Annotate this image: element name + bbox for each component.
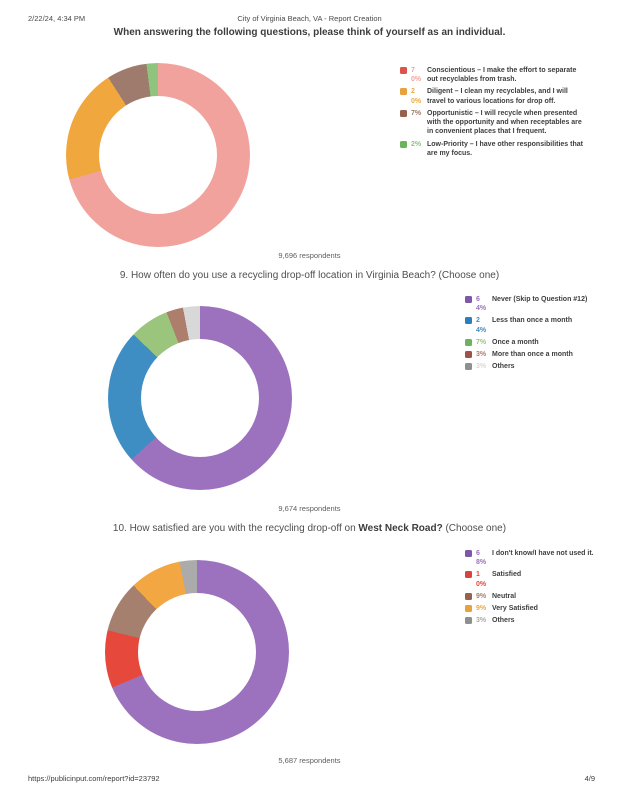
legend-percent: 64% xyxy=(476,296,487,313)
legend-item: 70% Conscientious – I make the effort to … xyxy=(400,66,588,84)
legend-item: 9% Very Satisfied xyxy=(465,604,617,613)
legend-item: 9% Neutral xyxy=(465,592,617,601)
legend-percent: 2% xyxy=(411,140,422,148)
legend-label: Conscientious – I make the effort to sep… xyxy=(427,67,577,84)
legend-chart-1: 70% Conscientious – I make the effort to … xyxy=(400,66,588,161)
question-10-title: 10. How satisfied are you with the recyc… xyxy=(0,523,619,534)
legend-percent: 10% xyxy=(476,571,487,588)
donut-chart-3 xyxy=(105,560,289,744)
donut-chart-2 xyxy=(108,306,292,490)
legend-swatch xyxy=(465,363,472,371)
legend-item: 3% More than once a month xyxy=(465,350,617,359)
legend-chart-3: 68% I don't know/I have not used it. 10% Sa… xyxy=(465,549,617,629)
legend-item: 64% Never (Skip to Question #12) xyxy=(465,295,617,313)
question-9-title: 9. How often do you use a recycling drop… xyxy=(119,270,500,281)
respondents-count-3: 5,687 respondents xyxy=(278,756,341,765)
legend-swatch xyxy=(465,338,472,346)
intro-question-title: When answering the following questions, … xyxy=(113,27,506,38)
legend-label: Less than once a month xyxy=(492,317,573,325)
legend-percent: 3% xyxy=(476,351,487,359)
legend-item: 68% I don't know/I have not used it. xyxy=(465,549,617,567)
legend-label: Others xyxy=(492,617,515,625)
legend-label: Once a month xyxy=(492,338,539,346)
legend-percent: 7% xyxy=(476,338,487,346)
legend-label: Satisfied xyxy=(492,571,522,579)
donut-chart-1 xyxy=(66,63,250,247)
legend-percent: 70% xyxy=(411,67,422,84)
legend-item: 10% Satisfied xyxy=(465,570,617,588)
respondents-count-2: 9,674 respondents xyxy=(278,504,341,513)
legend-percent: 7% xyxy=(411,109,422,117)
donut-hole xyxy=(99,96,217,214)
legend-swatch xyxy=(465,550,472,557)
footer-page-number: 4/9 xyxy=(584,774,595,783)
legend-label: Low-Priority – I have other responsibili… xyxy=(427,140,583,157)
legend-swatch xyxy=(465,592,472,600)
legend-swatch xyxy=(400,140,407,148)
legend-swatch xyxy=(400,88,407,96)
donut-hole xyxy=(141,339,259,457)
legend-percent: 24% xyxy=(476,317,487,334)
legend-item: 7% Opportunistic – I will recycle when pr… xyxy=(400,109,588,137)
question-10-bold: West Neck Road? xyxy=(358,523,443,534)
legend-percent: 68% xyxy=(476,550,487,567)
legend-item: 24% Less than once a month xyxy=(465,316,617,334)
legend-swatch xyxy=(465,571,472,579)
respondents-count-1: 9,696 respondents xyxy=(278,251,341,260)
legend-item: 2% Low-Priority – I have other responsibi… xyxy=(400,140,588,158)
legend-item: 7% Once a month xyxy=(465,338,617,347)
donut-hole xyxy=(138,593,256,711)
legend-item: 3% Others xyxy=(465,616,617,625)
legend-item: 3% Others xyxy=(465,362,617,371)
legend-label: Neutral xyxy=(492,592,517,600)
legend-label: Opportunistic – I will recycle when pres… xyxy=(427,109,582,136)
legend-label: More than once a month xyxy=(492,351,573,359)
legend-swatch xyxy=(465,351,472,359)
footer-url: https://publicinput.com/report?id=23792 xyxy=(28,774,160,783)
legend-swatch xyxy=(465,617,472,625)
legend-swatch xyxy=(465,605,472,613)
legend-percent: 3% xyxy=(476,363,487,371)
legend-chart-2: 64% Never (Skip to Question #12) 24% Less t… xyxy=(465,295,617,375)
question-10-suffix: (Choose one) xyxy=(442,523,507,534)
legend-swatch xyxy=(400,67,407,74)
print-timestamp: 2/22/24, 4:34 PM xyxy=(28,14,86,23)
legend-percent: 9% xyxy=(476,592,487,600)
legend-swatch xyxy=(465,317,472,325)
legend-label: Diligent – I clean my recyclables, and I… xyxy=(427,88,568,105)
legend-label: Very Satisfied xyxy=(492,605,538,613)
legend-swatch xyxy=(465,296,472,303)
legend-label: Never (Skip to Question #12) xyxy=(492,296,588,303)
legend-swatch xyxy=(400,109,407,117)
question-10-prefix: 10. How satisfied are you with the recyc… xyxy=(112,523,359,534)
legend-percent: 9% xyxy=(476,605,487,613)
legend-label: Others xyxy=(492,363,515,371)
legend-percent: 3% xyxy=(476,617,487,625)
legend-item: 20% Diligent – I clean my recyclables, an… xyxy=(400,87,588,105)
legend-percent: 20% xyxy=(411,88,422,105)
legend-label: I don't know/I have not used it. xyxy=(492,550,594,557)
document-title: City of Virginia Beach, VA - Report Crea… xyxy=(237,14,382,23)
